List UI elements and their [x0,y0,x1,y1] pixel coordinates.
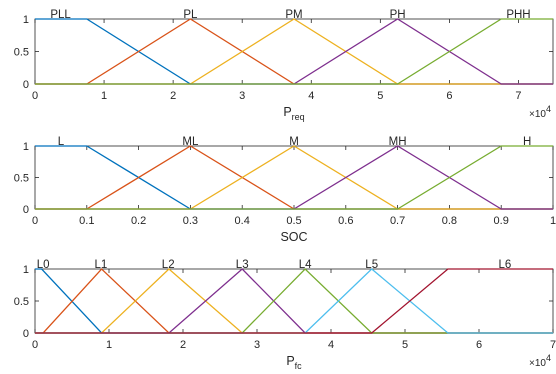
chart2-x-tick-label: 0.2 [131,215,146,227]
chart1-series-ph [35,18,553,85]
chart2-x-tick-label: 0.4 [235,215,250,227]
chart3-mf-label-l4: L4 [299,259,312,271]
chart2-mf-label-mh: MH [389,136,407,148]
chart2-series-l [35,145,553,210]
chart2-x-tick-label: 0.9 [494,215,509,227]
chart1-x-tick-label: 6 [446,90,452,102]
chart2-series-h [35,145,553,210]
chart1-mf-label-ph: PH [390,9,406,21]
chart2-mf-label-l: L [58,136,65,148]
chart3-x-tick-label: 5 [402,339,408,351]
chart3-series-l0 [35,268,553,334]
chart2-x-axis-label: SOC [280,230,307,244]
chart2-mf-label-m: M [289,136,299,148]
chart3-y-tick-label: 1 [23,264,29,276]
chart1-x-multiplier: ×104 [529,104,551,120]
chart1-x-tick-label: 7 [515,90,521,102]
chart2-y-tick-label: 0.5 [14,173,29,185]
chart3-x-tick-label: 1 [106,339,112,351]
chart3-series-l6 [35,268,553,334]
chart1-x-tick-label: 0 [32,90,38,102]
chart3-x-tick-label: 3 [254,339,260,351]
chart2-x-tick-label: 0.8 [442,215,457,227]
chart2-axes-box [34,145,554,210]
chart2-mf-label-ml: ML [182,136,199,148]
chart3-series-l5 [35,268,553,334]
chart1-y-tick-label: 1 [23,14,29,26]
chart1-series-phh [35,18,553,85]
chart2-y-tick-label: 0 [23,204,29,216]
chart3-axes-box [34,268,554,334]
chart2-series-m [35,145,553,210]
chart2-x-tick-label: 0.3 [183,215,198,227]
chart2-x-tick-label: 1 [550,215,556,227]
chart1-x-axis-label: Preq [283,105,304,122]
chart1-mf-label-pl: PL [183,9,198,21]
chart1-y-tick-label: 0 [23,79,29,91]
chart1-series-pm [35,18,553,85]
chart3-series-l4 [35,268,553,334]
chart1-y-tick-label: 0.5 [14,47,29,59]
chart3-y-tick-label: 0 [23,328,29,340]
chart1-x-tick-label: 2 [170,90,176,102]
chart2-x-tick-label: 0.5 [286,215,301,227]
chart2-x-tick-label: 0.7 [390,215,405,227]
chart3-series-l2 [35,268,553,334]
chart1-mf-label-phh: PHH [506,9,530,21]
chart2-x-tick-label: 0.1 [79,215,94,227]
chart3-x-axis-label: Pfc [286,354,302,371]
chart3-x-multiplier: ×104 [529,353,551,369]
chart3-mf-label-l2: L2 [162,259,175,271]
chart3-x-tick-label: 6 [476,339,482,351]
chart3-mf-label-l0: L0 [37,259,50,271]
chart2-mf-label-h: H [523,136,531,148]
chart1-x-tick-label: 3 [239,90,245,102]
chart3-mf-label-l1: L1 [94,259,107,271]
chart2-series-ml [35,145,553,210]
chart1-mf-label-pm: PM [285,9,302,21]
chart1-x-tick-label: 4 [308,90,314,102]
chart3-x-tick-label: 7 [550,339,556,351]
chart2-series-mh [35,145,553,210]
chart3-x-tick-label: 0 [32,339,38,351]
chart1-series-pl [35,18,553,85]
chart1-x-tick-label: 1 [101,90,107,102]
chart3-mf-label-l6: L6 [499,259,512,271]
chart3-mf-label-l5: L5 [365,259,378,271]
chart2-x-tick-label: 0 [32,215,38,227]
chart3-mf-label-l3: L3 [236,259,249,271]
chart3-x-tick-label: 4 [328,339,334,351]
chart1-mf-label-pll: PLL [50,9,71,21]
chart2-y-tick-label: 1 [23,141,29,153]
chart1-x-tick-label: 5 [377,90,383,102]
chart3-series-l3 [35,268,553,334]
chart2-x-tick-label: 0.6 [338,215,353,227]
chart3-x-tick-label: 2 [180,339,186,351]
chart3-y-tick-label: 0.5 [14,296,29,308]
chart1-axes-box [34,18,554,85]
chart3-series-l1 [35,268,553,334]
chart1-series-pll [35,18,553,85]
